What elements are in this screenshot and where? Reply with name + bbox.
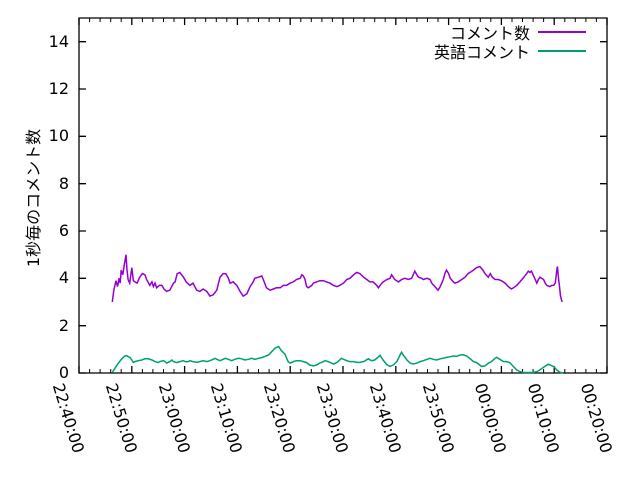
x-axis-ticks xyxy=(78,18,608,373)
y-tick-label: 4 xyxy=(58,268,69,288)
y-tick-label: 2 xyxy=(58,315,69,335)
series-lines xyxy=(111,254,564,374)
legend-line-sample-comments xyxy=(538,31,586,33)
y-tick-label: 6 xyxy=(58,221,69,240)
plot-border xyxy=(78,17,608,374)
y-tick-label: 10 xyxy=(48,126,69,146)
legend-label-english: 英語コメント xyxy=(433,43,530,62)
y-axis-ticks xyxy=(79,41,607,374)
y-tick-label: 14 xyxy=(48,31,69,51)
legend-label-comments: コメント数 xyxy=(449,24,530,43)
legend-line-sample-english xyxy=(538,50,586,52)
y-tick-label: 0 xyxy=(58,363,69,382)
y-tick-label: 8 xyxy=(58,173,69,193)
y-tick-label: 12 xyxy=(48,79,69,98)
